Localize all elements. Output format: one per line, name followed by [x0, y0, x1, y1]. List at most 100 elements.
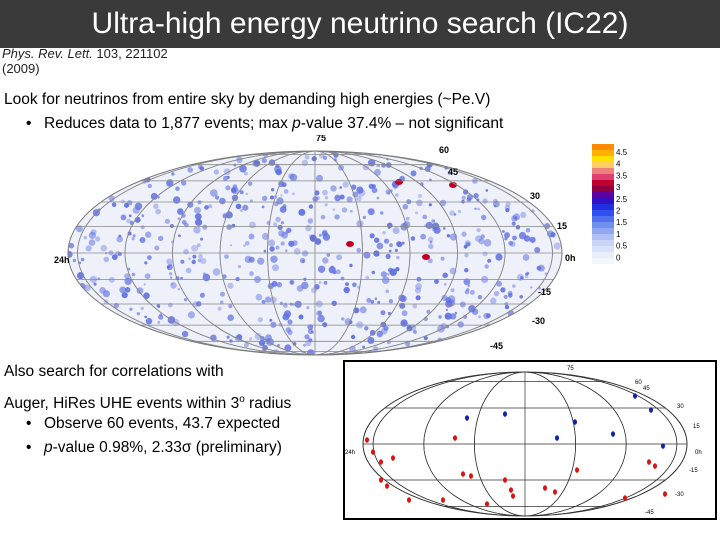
- hotspot: [317, 310, 323, 316]
- hotspot: [227, 282, 234, 289]
- hotspot: [289, 280, 294, 285]
- hotspot: [239, 164, 247, 173]
- hotspot: [376, 196, 380, 200]
- hotspot: [356, 186, 364, 194]
- hotspot: [367, 337, 375, 344]
- hotspot: [303, 343, 306, 347]
- hotspot: [282, 204, 287, 209]
- hotspot: [387, 311, 391, 316]
- citation-journal: Phys. Rev. Lett.: [2, 46, 93, 61]
- pvalue-text: -value 0.98%, 2.33σ (preliminary): [52, 439, 282, 456]
- pvalue-bullet: • p-value 0.98%, 2.33σ (preliminary): [26, 438, 282, 457]
- hotspot-high: [422, 254, 430, 260]
- hotspot: [191, 259, 196, 265]
- colorbar-cell: [592, 186, 614, 192]
- hotspot: [490, 297, 497, 304]
- hotspot: [220, 291, 225, 297]
- hotspot: [385, 289, 390, 294]
- hotspot: [188, 257, 191, 260]
- correlation-map-frame: 75 60 45 30 15 0h -15 -30 -45 24h: [343, 360, 717, 520]
- hotspot: [520, 276, 524, 280]
- hotspot: [180, 276, 183, 280]
- hotspot: [356, 220, 364, 228]
- hotspot: [200, 166, 205, 171]
- hotspot: [255, 293, 263, 301]
- colorbar-cell: [592, 144, 614, 150]
- hotspot: [537, 264, 545, 272]
- hotspot: [520, 211, 527, 218]
- hotspot: [219, 197, 226, 205]
- hotspot: [446, 234, 451, 238]
- hotspot: [500, 287, 506, 293]
- hotspot: [395, 267, 400, 272]
- hotspot: [153, 203, 159, 209]
- hotspot: [111, 202, 117, 207]
- hotspot: [275, 245, 280, 250]
- hotspot: [340, 276, 345, 281]
- hotspot: [426, 309, 431, 314]
- hotspot: [331, 300, 337, 306]
- hotspot: [301, 159, 309, 167]
- hotspot: [442, 272, 449, 279]
- hotspot: [226, 224, 232, 230]
- hotspot: [129, 307, 133, 311]
- hotspot: [367, 208, 375, 216]
- colorbar-tick: 4: [616, 160, 621, 169]
- hotspot: [143, 292, 150, 299]
- hotspot: [231, 223, 236, 228]
- dec-label: 15: [557, 221, 567, 231]
- hotspot: [418, 193, 422, 198]
- hotspot: [157, 305, 160, 309]
- hotspot: [319, 153, 325, 159]
- auger-event: [469, 473, 473, 479]
- hotspot: [420, 233, 426, 240]
- auger-event: [509, 487, 513, 493]
- hotspot: [530, 286, 533, 289]
- auger-event: [391, 455, 395, 461]
- hotspot: [275, 216, 281, 223]
- auger-event: [461, 471, 465, 477]
- hotspot: [145, 231, 152, 238]
- hotspot: [341, 207, 348, 213]
- hotspot: [447, 170, 452, 176]
- hotspot: [169, 272, 173, 276]
- hotspot: [261, 205, 265, 209]
- hotspot: [200, 257, 207, 265]
- hotspot: [415, 295, 421, 301]
- bullet-sub-after: -value 37.4% – not significant: [300, 115, 504, 132]
- dec-label: -30: [675, 492, 684, 498]
- hotspot: [322, 155, 328, 160]
- hotspot: [143, 283, 146, 286]
- hotspot: [393, 186, 397, 190]
- hotspot: [457, 209, 462, 214]
- hotspot: [289, 279, 295, 285]
- auger-event: [441, 497, 445, 503]
- hotspot: [464, 240, 472, 247]
- hotspot: [322, 189, 328, 196]
- hotspot: [120, 214, 127, 221]
- colorbar-cell: [592, 198, 614, 204]
- hotspot: [88, 239, 96, 246]
- hotspot: [170, 282, 177, 289]
- hotspot: [222, 274, 227, 279]
- hotspot: [283, 189, 289, 194]
- hotspot: [136, 287, 144, 295]
- hotspot: [377, 300, 381, 304]
- hotspot: [445, 308, 449, 312]
- hotspot: [428, 243, 434, 250]
- hotspot: [416, 199, 423, 207]
- hotspot: [171, 172, 175, 176]
- hotspot: [95, 236, 101, 242]
- hotspot: [449, 313, 457, 320]
- bullet-sub-before: Reduces data to 1,877 events; max: [44, 115, 293, 132]
- colorbar-tick: 1: [616, 230, 621, 239]
- auger-event: [511, 493, 515, 499]
- auger-event: [379, 477, 383, 483]
- hotspot: [443, 227, 446, 230]
- hotspot: [402, 204, 409, 210]
- hotspot: [410, 170, 417, 177]
- hotspot: [415, 283, 422, 290]
- hotspot: [108, 195, 115, 202]
- hotspot: [422, 214, 428, 220]
- hotspot: [369, 233, 375, 239]
